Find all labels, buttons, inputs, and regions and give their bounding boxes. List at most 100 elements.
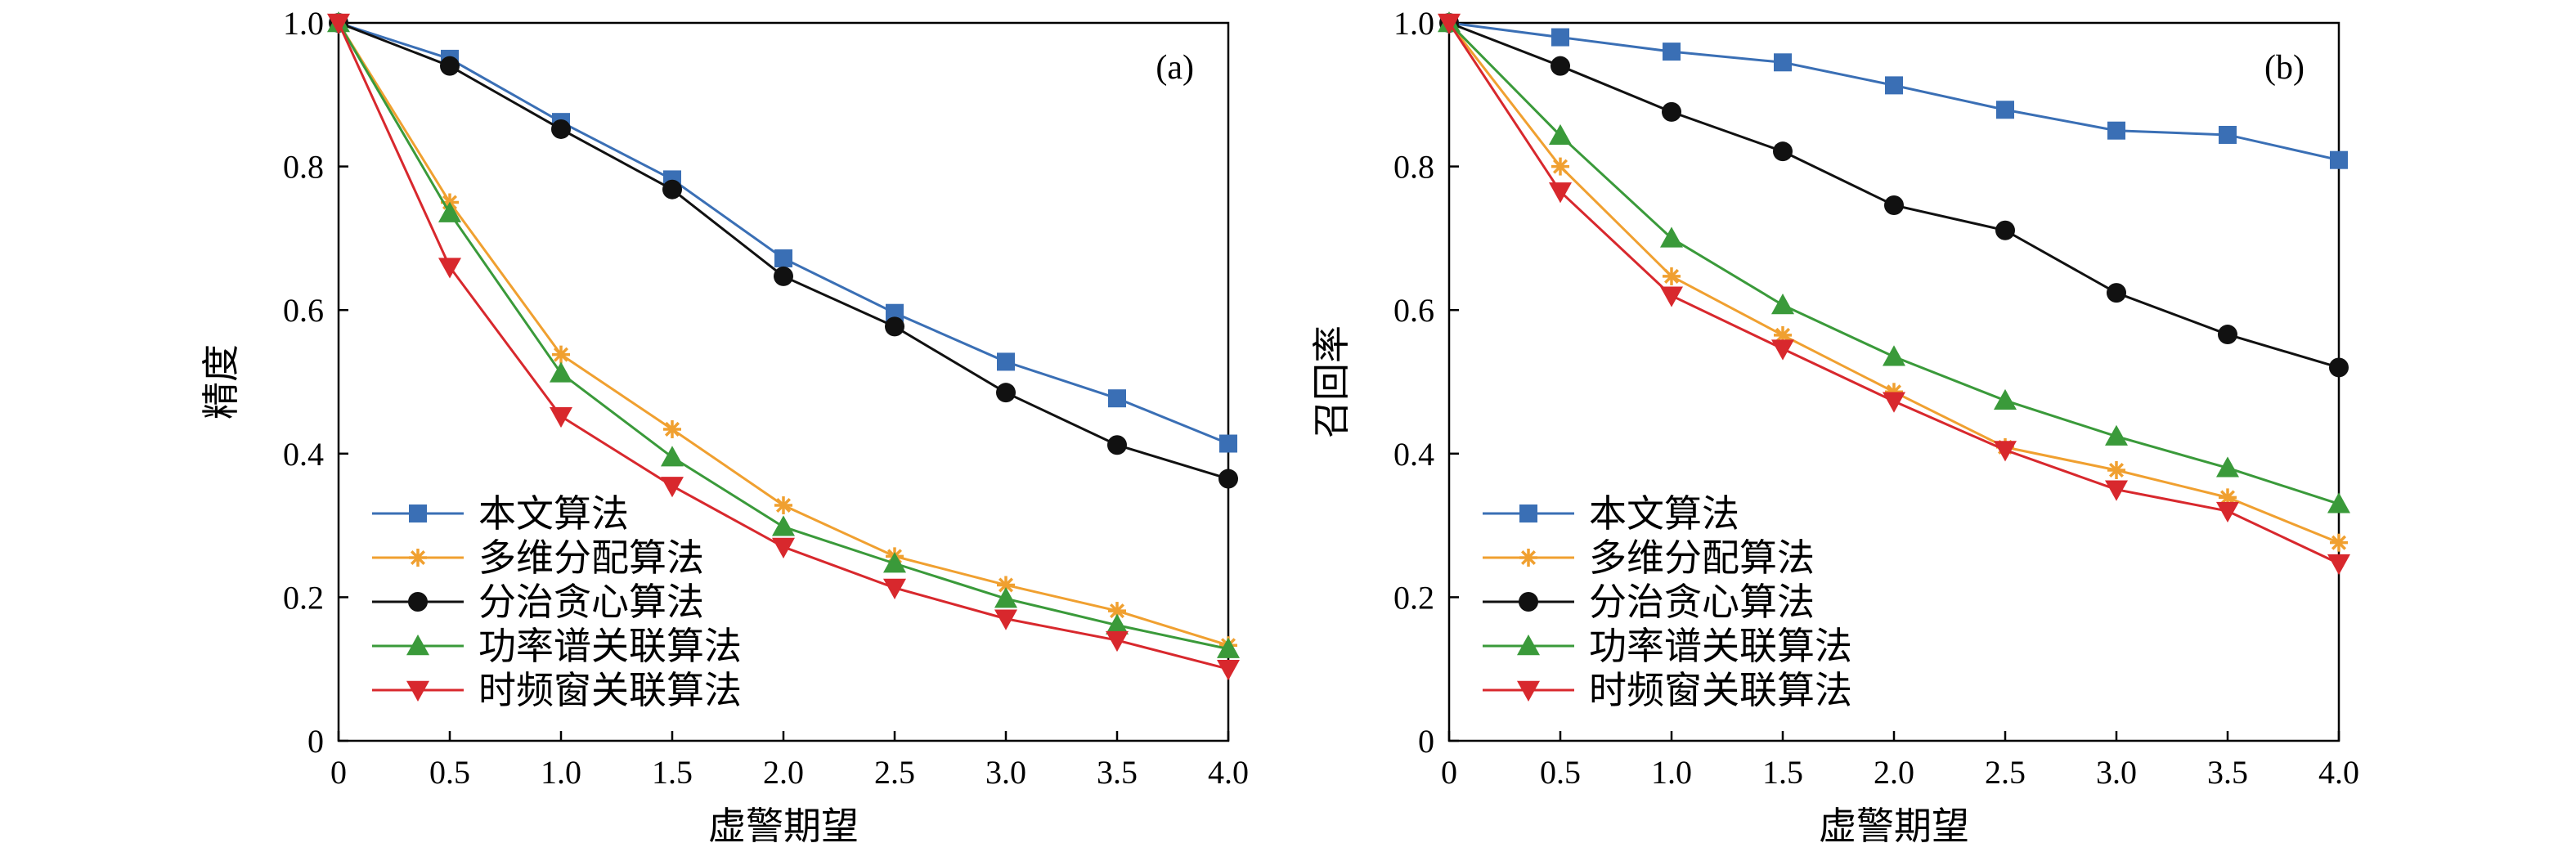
x-tick-label: 0.5 [1540, 754, 1581, 791]
data-point [1884, 195, 1904, 216]
data-point [994, 587, 1017, 608]
data-point [440, 56, 460, 76]
legend-swatch-marker [1519, 592, 1538, 612]
series-line [1447, 22, 2340, 565]
data-point [662, 179, 682, 200]
series-3 [1439, 13, 2349, 378]
x-tick-label: 4.0 [1208, 754, 1249, 791]
data-point [2105, 480, 2128, 501]
data-point [996, 383, 1016, 403]
data-point [1107, 435, 1127, 455]
data-point [1663, 43, 1681, 61]
x-axis-title: 虚警期望 [1819, 805, 1969, 847]
data-point [2219, 125, 2237, 144]
data-point [883, 552, 906, 573]
x-axis-title: 虚警期望 [708, 805, 859, 847]
data-point [1660, 226, 1683, 248]
x-tick-label: 3.0 [2096, 754, 2137, 791]
legend-entry-label: 本文算法 [478, 493, 629, 535]
x-tick-label: 3.5 [2207, 754, 2248, 791]
data-point [1106, 613, 1129, 635]
y-tick-label: 0.4 [1393, 436, 1434, 473]
data-point [994, 609, 1017, 630]
data-point [327, 13, 350, 34]
data-point [1108, 389, 1126, 408]
data-point [1549, 182, 1572, 204]
series-3 [329, 13, 1238, 489]
x-tick-label: 2.5 [1985, 754, 2026, 791]
data-point [2107, 121, 2125, 140]
data-point [1994, 441, 2017, 462]
data-point [772, 537, 795, 558]
data-point [1549, 123, 1572, 146]
data-point [885, 316, 904, 337]
data-point [2330, 533, 2348, 552]
panel-label: (b) [2264, 49, 2304, 87]
y-tick-label: 0.8 [283, 149, 324, 186]
x-tick-label: 2.0 [1874, 754, 1914, 791]
x-tick-label: 1.0 [541, 754, 581, 791]
y-tick-label: 0.2 [1393, 579, 1434, 616]
data-point [774, 266, 793, 286]
legend-entry-label: 功率谱关联算法 [478, 626, 742, 667]
data-point [2107, 283, 2126, 303]
x-tick-label: 0 [1441, 754, 1457, 791]
legend-swatch-marker [1517, 680, 1540, 702]
data-point [1996, 101, 2014, 119]
x-tick-label: 2.0 [763, 754, 804, 791]
data-point [1662, 101, 1681, 122]
series-line [337, 22, 1229, 670]
legend-swatch-marker [409, 549, 427, 567]
chart-panel-2: 0 0.5 1.0 1.5 2.0 2.5 3.0 3.5 4.0 0 0.2 0.4 0.6 0.8 1.… [1311, 5, 2359, 847]
legend-swatch-marker [406, 635, 429, 656]
series-1 [1440, 14, 2348, 169]
data-point [1771, 339, 1794, 361]
data-point [1218, 469, 1238, 489]
data-point [997, 352, 1015, 371]
data-point [774, 249, 792, 267]
data-point [886, 303, 904, 322]
y-tick-label: 0.2 [283, 579, 324, 616]
data-point [2330, 150, 2348, 169]
data-point [2218, 325, 2237, 345]
series-1 [330, 14, 1237, 453]
data-point [2327, 492, 2350, 513]
y-axis-title: 召回率 [1311, 325, 1353, 438]
data-point [1994, 388, 2017, 410]
data-point [552, 345, 570, 364]
data-point [1663, 267, 1681, 285]
series-line [1448, 21, 2340, 369]
series-line [1447, 22, 2340, 545]
data-point [1774, 53, 1792, 72]
legend-entry-label: 功率谱关联算法 [1589, 626, 1852, 667]
legend-entry-label: 时频窗关联算法 [1589, 670, 1852, 711]
x-tick-label: 0 [330, 754, 347, 791]
x-tick-label: 3.5 [1097, 754, 1138, 791]
data-point [1660, 286, 1683, 307]
series-4 [1438, 11, 2350, 513]
legend-entry-label: 本文算法 [1589, 493, 1739, 535]
data-point [1551, 28, 1569, 47]
data-point [2216, 501, 2239, 523]
y-tick-label: 0 [1418, 723, 1434, 760]
panel-label: (a) [1156, 49, 1194, 87]
legend-swatch-marker [406, 680, 429, 702]
legend-entry-label: 多维分配算法 [1589, 537, 1815, 579]
data-point [1883, 392, 1905, 413]
data-point [772, 515, 795, 536]
data-point [2327, 554, 2350, 576]
y-axis-title: 精度 [200, 344, 242, 419]
data-point [550, 361, 572, 383]
legend-swatch-marker [409, 504, 427, 522]
data-point [1217, 660, 1240, 681]
y-tick-label: 1.0 [283, 5, 324, 42]
series-2 [1440, 14, 2348, 552]
x-tick-label: 1.0 [1651, 754, 1692, 791]
data-point [1219, 434, 1237, 453]
legend-entry-label: 多维分配算法 [478, 537, 704, 579]
y-tick-label: 0.4 [283, 436, 324, 473]
data-point [550, 406, 572, 428]
series-5 [1438, 13, 2350, 576]
data-point [883, 578, 906, 599]
